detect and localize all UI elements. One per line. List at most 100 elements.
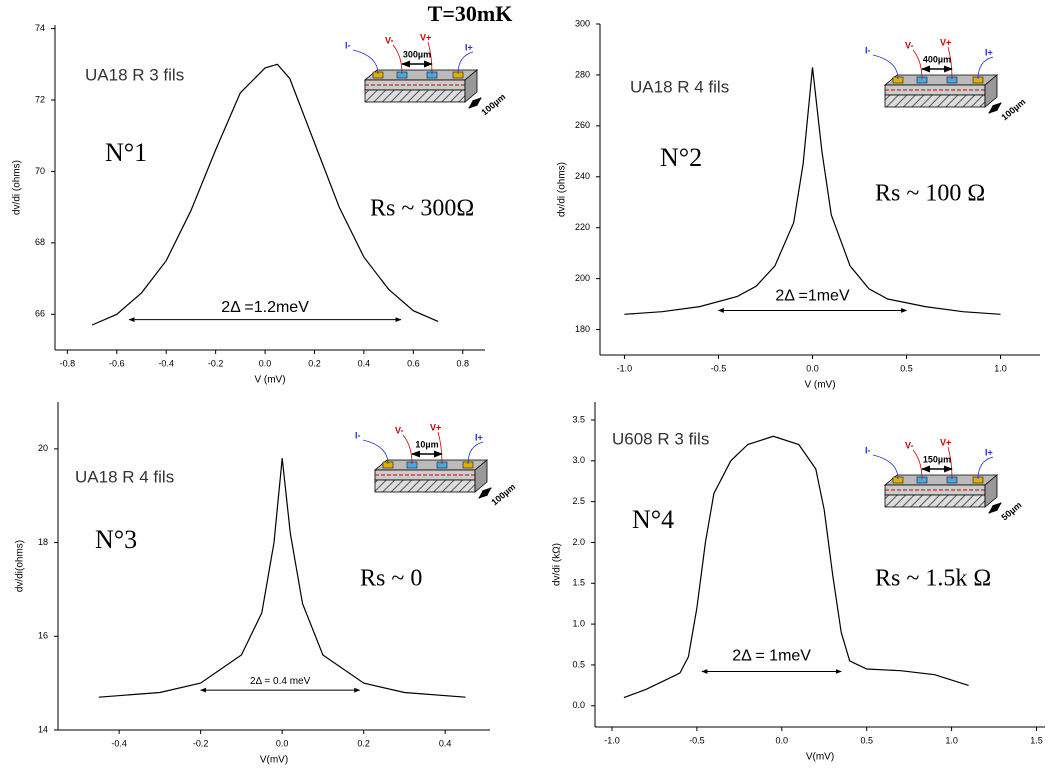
y-tick-label: 240 (575, 171, 590, 181)
inset-side (984, 474, 998, 508)
inset-side (464, 69, 478, 103)
x-tick-label: -0.4 (111, 738, 127, 748)
inset-lead-label: I- (865, 445, 871, 455)
data-line (98, 458, 466, 698)
inset-lead-label: V+ (430, 422, 441, 432)
x-tick-label: 1.0 (945, 735, 958, 745)
x-tick-label: 1.5 (1030, 735, 1043, 745)
x-tick-label: 0.0 (276, 738, 289, 748)
y-tick-label: 14 (38, 724, 48, 734)
x-tick-label: 0.6 (407, 358, 420, 368)
inset-wire (352, 49, 379, 75)
x-tick-label: -1.0 (604, 735, 620, 745)
gap-label: 2Δ = 1meV (732, 648, 811, 665)
x-tick-label: 0.4 (358, 358, 371, 368)
inset-diagram: I- V- V+ I+ 10µm 100µm (355, 422, 517, 507)
y-tick-label: 68 (35, 237, 45, 247)
x-tick-label: 0.2 (357, 738, 370, 748)
y-tick-label: 16 (38, 631, 48, 641)
inset-lead-label: I+ (985, 447, 993, 457)
y-tick-label: 0.0 (572, 700, 585, 710)
inset-side (984, 74, 998, 108)
inset-wire (362, 439, 389, 465)
inset-substrate (364, 89, 466, 103)
x-tick-label: -0.4 (158, 358, 174, 368)
inset-lead-label: V- (905, 40, 914, 50)
gap-label: 2Δ =1meV (775, 288, 850, 305)
y-tick-label: 280 (575, 69, 590, 79)
y-tick-label: 18 (38, 537, 48, 547)
x-axis-label: V (mV) (804, 380, 835, 391)
inset-wire (392, 44, 403, 75)
sample-label: UA18 R 4 fils (75, 467, 174, 486)
y-tick-label: 3.5 (572, 414, 585, 424)
rs-label: Rs ~ 0 (360, 566, 422, 592)
sample-number: N°1 (105, 138, 147, 167)
inset-width: 100µm (999, 97, 1027, 123)
x-tick-label: -0.6 (109, 358, 125, 368)
inset-lead-label: I- (865, 45, 871, 55)
x-tick-label: 0.5 (900, 363, 913, 373)
inset-wire (402, 434, 413, 465)
inset-lead-label: V+ (420, 32, 431, 42)
inset-lead-label: I+ (985, 47, 993, 57)
x-tick-label: 0.8 (457, 358, 470, 368)
inset-lead-label: V- (385, 35, 394, 45)
inset-wire (947, 446, 953, 480)
y-tick-label: 1.0 (572, 618, 585, 628)
x-tick-label: -0.5 (711, 363, 727, 373)
inset-substrate (374, 479, 476, 493)
sample-number: N°3 (95, 525, 137, 554)
x-tick-label: 0.0 (259, 358, 272, 368)
inset-wire (912, 449, 923, 480)
inset-wire (872, 454, 899, 480)
inset-wire (977, 456, 994, 480)
inset-substrate (884, 494, 986, 508)
y-axis-label: dv/di (kΩ) (552, 543, 563, 586)
inset-width-arrow (468, 97, 482, 109)
y-tick-label: 260 (575, 120, 590, 130)
x-axis-label: V (mV) (254, 375, 285, 386)
x-tick-label: 0.0 (806, 363, 819, 373)
x-tick-label: -1.0 (617, 363, 633, 373)
inset-spacing: 10µm (415, 439, 438, 449)
inset-width-arrow (988, 502, 1002, 514)
x-tick-label: 0.0 (776, 735, 789, 745)
inset-lead-label: V- (905, 440, 914, 450)
inset-side (474, 459, 488, 493)
sample-label: U608 R 3 fils (612, 429, 709, 448)
inset-spacing: 400µm (923, 54, 951, 64)
sample-label: UA18 R 3 fils (85, 65, 184, 84)
y-tick-label: 2.5 (572, 496, 585, 506)
inset-lead-label: I- (345, 40, 351, 50)
inset-width: 50µm (999, 500, 1023, 523)
sample-number: N°4 (632, 505, 674, 534)
inset-substrate (884, 94, 986, 108)
inset-width: 100µm (489, 482, 517, 508)
x-axis-label: V(mV) (260, 755, 288, 766)
rs-label: Rs ~ 1.5k Ω (875, 566, 991, 592)
gap-label: 2Δ =1.2meV (221, 299, 309, 316)
x-tick-label: 1.0 (994, 363, 1007, 373)
y-axis-label: dv/di (ohms) (557, 162, 568, 217)
inset-lead-label: V- (395, 425, 404, 435)
inset-spacing: 150µm (923, 454, 951, 464)
y-tick-label: 70 (35, 166, 45, 176)
x-tick-label: -0.2 (208, 358, 224, 368)
inset-lead-label: V+ (940, 37, 951, 47)
inset-wire (977, 56, 994, 80)
y-tick-label: 200 (575, 273, 590, 283)
inset-wire (467, 441, 484, 465)
inset-lead-label: I+ (475, 432, 483, 442)
y-tick-label: 3.0 (572, 455, 585, 465)
gap-label: 2Δ = 0.4 meV (250, 676, 311, 687)
rs-label: Rs ~ 100 Ω (875, 181, 985, 207)
inset-wire (947, 46, 953, 80)
y-tick-label: 180 (575, 324, 590, 334)
x-tick-label: -0.5 (689, 735, 705, 745)
y-tick-label: 1.5 (572, 578, 585, 588)
inset-lead-label: I+ (465, 42, 473, 52)
x-axis-label: V(mV) (806, 752, 834, 763)
x-tick-label: 0.2 (308, 358, 321, 368)
